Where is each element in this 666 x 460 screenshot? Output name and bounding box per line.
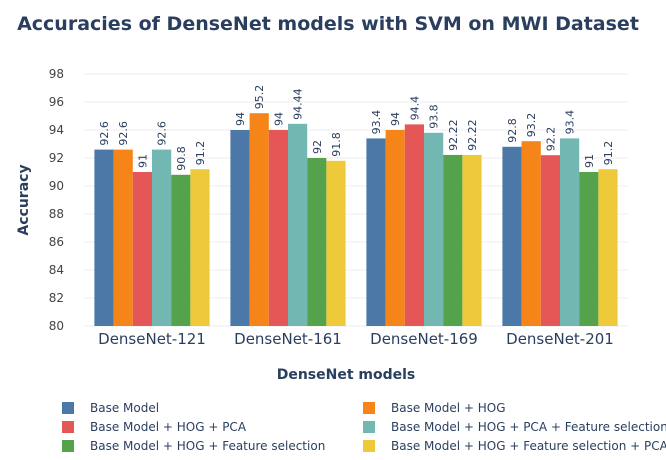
data-label: 90.8: [175, 146, 188, 171]
data-label: 93.8: [428, 104, 441, 129]
legend-swatch: [62, 402, 74, 414]
y-tick-label: 88: [49, 207, 64, 221]
legend-swatch: [62, 421, 74, 433]
data-label: 93.4: [564, 110, 577, 135]
data-label: 92.22: [447, 119, 460, 151]
y-tick-label: 94: [49, 123, 64, 137]
bar: [326, 160, 346, 326]
y-axis-title: Accuracy: [16, 164, 32, 235]
bar: [171, 174, 191, 326]
bar: [249, 113, 269, 326]
chart-title: Accuracies of DenseNet models with SVM o…: [17, 13, 639, 35]
legend-label: Base Model + HOG + Feature selection + P…: [391, 439, 666, 453]
y-axis-ticks: 80 82 84 86 88 90 92 94 96 98: [49, 67, 64, 333]
legend-swatch: [363, 421, 375, 433]
bar: [288, 123, 308, 326]
data-label: 91.2: [194, 141, 207, 166]
bar: [385, 130, 405, 326]
x-axis-ticks: DenseNet-121 DenseNet-161 DenseNet-169 Dens…: [98, 330, 614, 348]
data-label: 94: [389, 112, 402, 126]
legend-swatch: [363, 440, 375, 452]
legend-label: Base Model + HOG + PCA: [90, 420, 247, 434]
data-label: 91: [136, 154, 149, 168]
bar: [462, 154, 482, 326]
data-label: 94: [272, 112, 285, 126]
bar: [424, 132, 444, 326]
legend: Base Model Base Model + HOG Base Model + H…: [62, 401, 666, 453]
x-tick-label: DenseNet-169: [370, 330, 478, 348]
x-tick-label: DenseNet-201: [506, 330, 614, 348]
y-tick-label: 90: [49, 179, 64, 193]
data-label: 92.8: [506, 118, 519, 143]
bar: [443, 154, 463, 326]
bars: [94, 113, 618, 327]
bar: [94, 149, 114, 326]
bar: [404, 124, 424, 327]
bar: [366, 138, 386, 326]
data-label: 95.2: [253, 85, 266, 110]
legend-swatch: [62, 440, 74, 452]
bar: [579, 172, 599, 326]
y-tick-label: 96: [49, 95, 64, 109]
bar: [521, 141, 541, 326]
bar: [152, 149, 172, 326]
data-label: 94.4: [408, 96, 421, 121]
data-label: 92.2: [544, 127, 557, 152]
y-tick-label: 80: [49, 319, 64, 333]
data-labels: 92.6 92.6 91 92.6 90.8 91.2 94 95.2 94 94.44 92 91.…: [98, 85, 615, 171]
x-tick-label: DenseNet-121: [98, 330, 206, 348]
legend-label: Base Model + HOG + PCA + Feature selecti…: [391, 420, 666, 434]
y-tick-label: 82: [49, 291, 64, 305]
bar: [540, 155, 560, 326]
y-tick-label: 92: [49, 151, 64, 165]
data-label: 92.6: [156, 121, 169, 146]
data-label: 91.2: [602, 141, 615, 166]
data-label: 92.22: [466, 119, 479, 151]
bar: [268, 130, 288, 326]
data-label: 94: [234, 112, 247, 126]
bar: [598, 169, 618, 326]
x-axis-title: DenseNet models: [277, 367, 416, 383]
bar: [230, 130, 250, 326]
data-label: 92.6: [117, 121, 130, 146]
bar: [560, 138, 580, 326]
y-tick-label: 84: [49, 263, 64, 277]
data-label: 93.4: [370, 110, 383, 135]
bar: [190, 169, 210, 326]
data-label: 94.44: [292, 88, 305, 120]
legend-label: Base Model + HOG: [391, 401, 506, 415]
data-label: 91: [583, 154, 596, 168]
y-tick-label: 86: [49, 235, 64, 249]
data-label: 92: [311, 140, 324, 154]
data-label: 93.2: [525, 113, 538, 138]
data-label: 92.6: [98, 121, 111, 146]
legend-swatch: [363, 402, 375, 414]
bar: [502, 146, 522, 326]
legend-label: Base Model + HOG + Feature selection: [90, 439, 325, 453]
legend-label: Base Model: [90, 401, 159, 415]
bar: [307, 158, 327, 326]
bar: [113, 149, 133, 326]
bar: [132, 172, 152, 326]
data-label: 91.8: [330, 132, 343, 157]
y-tick-label: 98: [49, 67, 64, 81]
x-tick-label: DenseNet-161: [234, 330, 342, 348]
